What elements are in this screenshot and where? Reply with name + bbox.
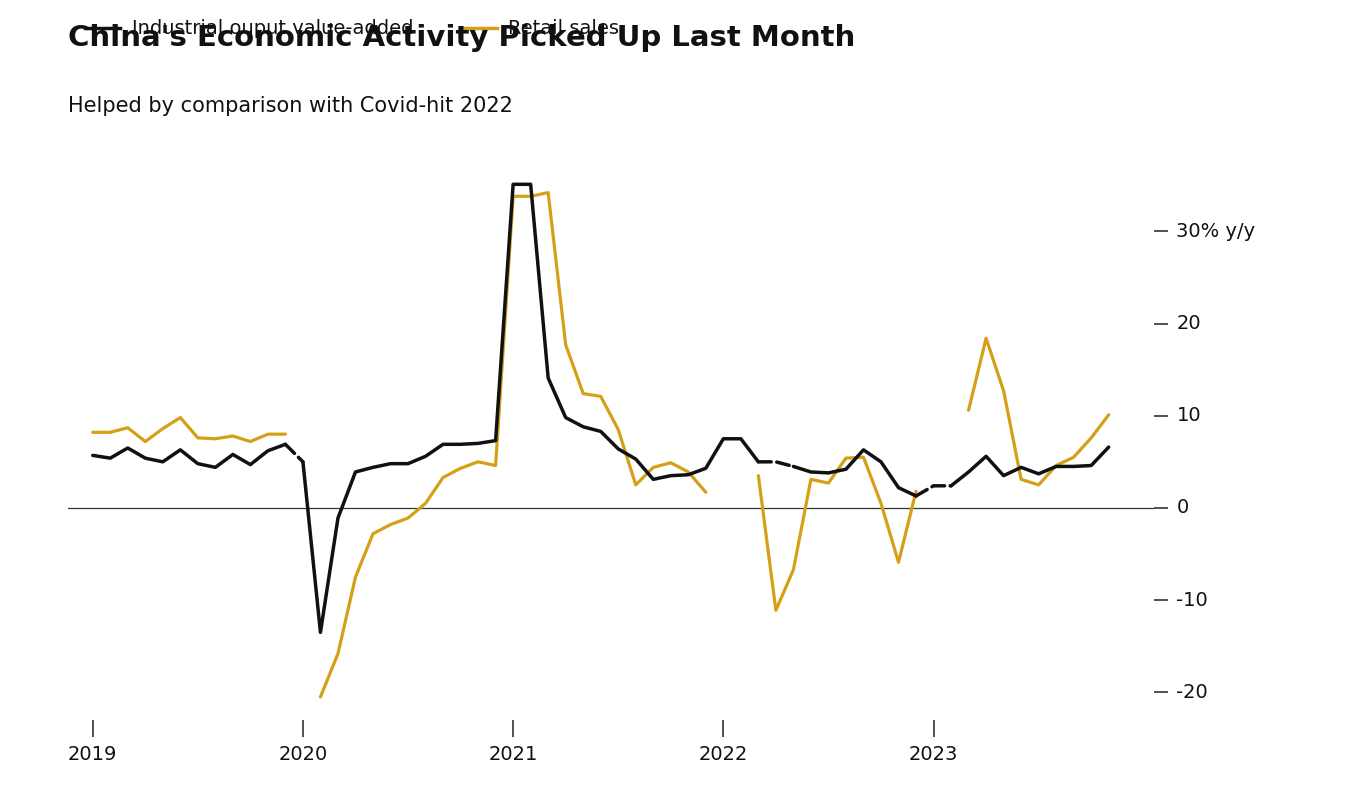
Legend: Industrial ouput value-added, Retail sales: Industrial ouput value-added, Retail sal…: [77, 12, 628, 46]
Text: China's Economic Activity Picked Up Last Month: China's Economic Activity Picked Up Last…: [68, 24, 855, 52]
Text: Helped by comparison with Covid-hit 2022: Helped by comparison with Covid-hit 2022: [68, 96, 513, 116]
